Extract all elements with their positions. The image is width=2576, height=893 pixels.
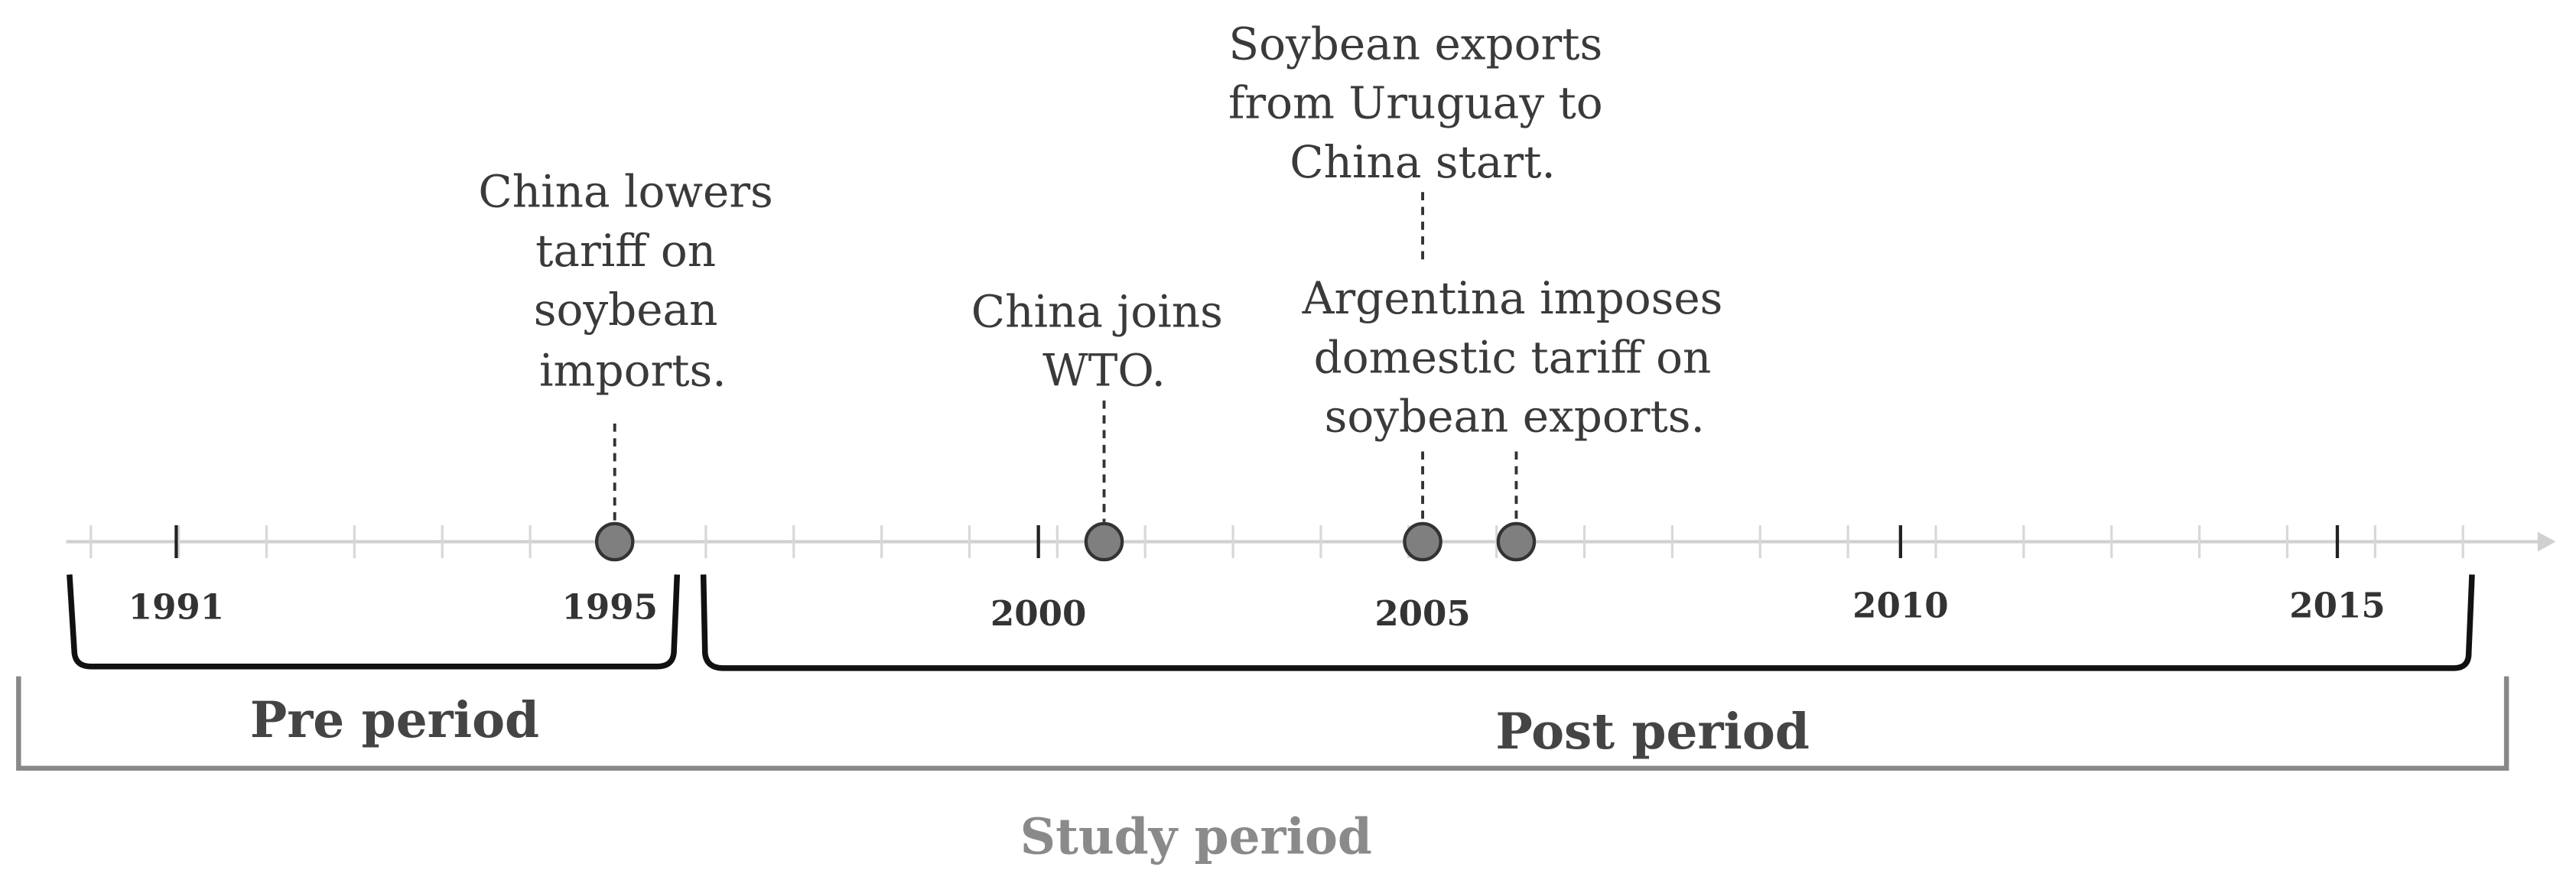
event-dot [594,521,635,562]
event-dot [1084,521,1124,562]
event-line: China lowers [478,166,772,218]
major-ticks [174,525,2340,558]
pre-bracket [67,574,681,670]
axis-arrow [2537,531,2556,552]
study-bracket [16,676,2509,771]
event-line: imports. [539,345,727,397]
event-line: China joins [971,285,1223,337]
event-line: WTO. [1042,345,1166,397]
event-line: soybean exports. [1325,391,1705,443]
event-line: China start. [1290,136,1556,188]
year-label: 2000 [990,593,1086,634]
year-label: 2015 [2289,585,2385,625]
event-line: tariff on [535,225,716,277]
year-label: 2005 [1374,593,1470,634]
event-label: China joins WTO. [971,285,1237,396]
post-period-label: Post period [1495,703,1810,761]
event-label: Soybean exports from Uruguay to China st… [1228,18,1617,188]
event-dot [1403,521,1442,562]
year-label: 1995 [562,586,658,627]
event-label: China lowers tariff on soybean imports. [478,166,787,397]
year-label: 2010 [1852,585,1948,625]
event-label: Argentina imposes domestic tariff on soy… [1302,272,1737,443]
event-dot [1496,521,1537,562]
event-line: from Uruguay to [1228,77,1603,129]
event-line: Soybean exports [1228,18,1602,70]
pre-period-label: Pre period [250,692,539,749]
year-label: 1991 [128,586,224,627]
event-line: soybean [534,284,718,336]
event-line: Argentina imposes [1302,272,1723,324]
event-line: domestic tariff on [1314,331,1712,383]
post-bracket [700,574,2475,671]
study-period-label: Study period [1020,808,1372,865]
